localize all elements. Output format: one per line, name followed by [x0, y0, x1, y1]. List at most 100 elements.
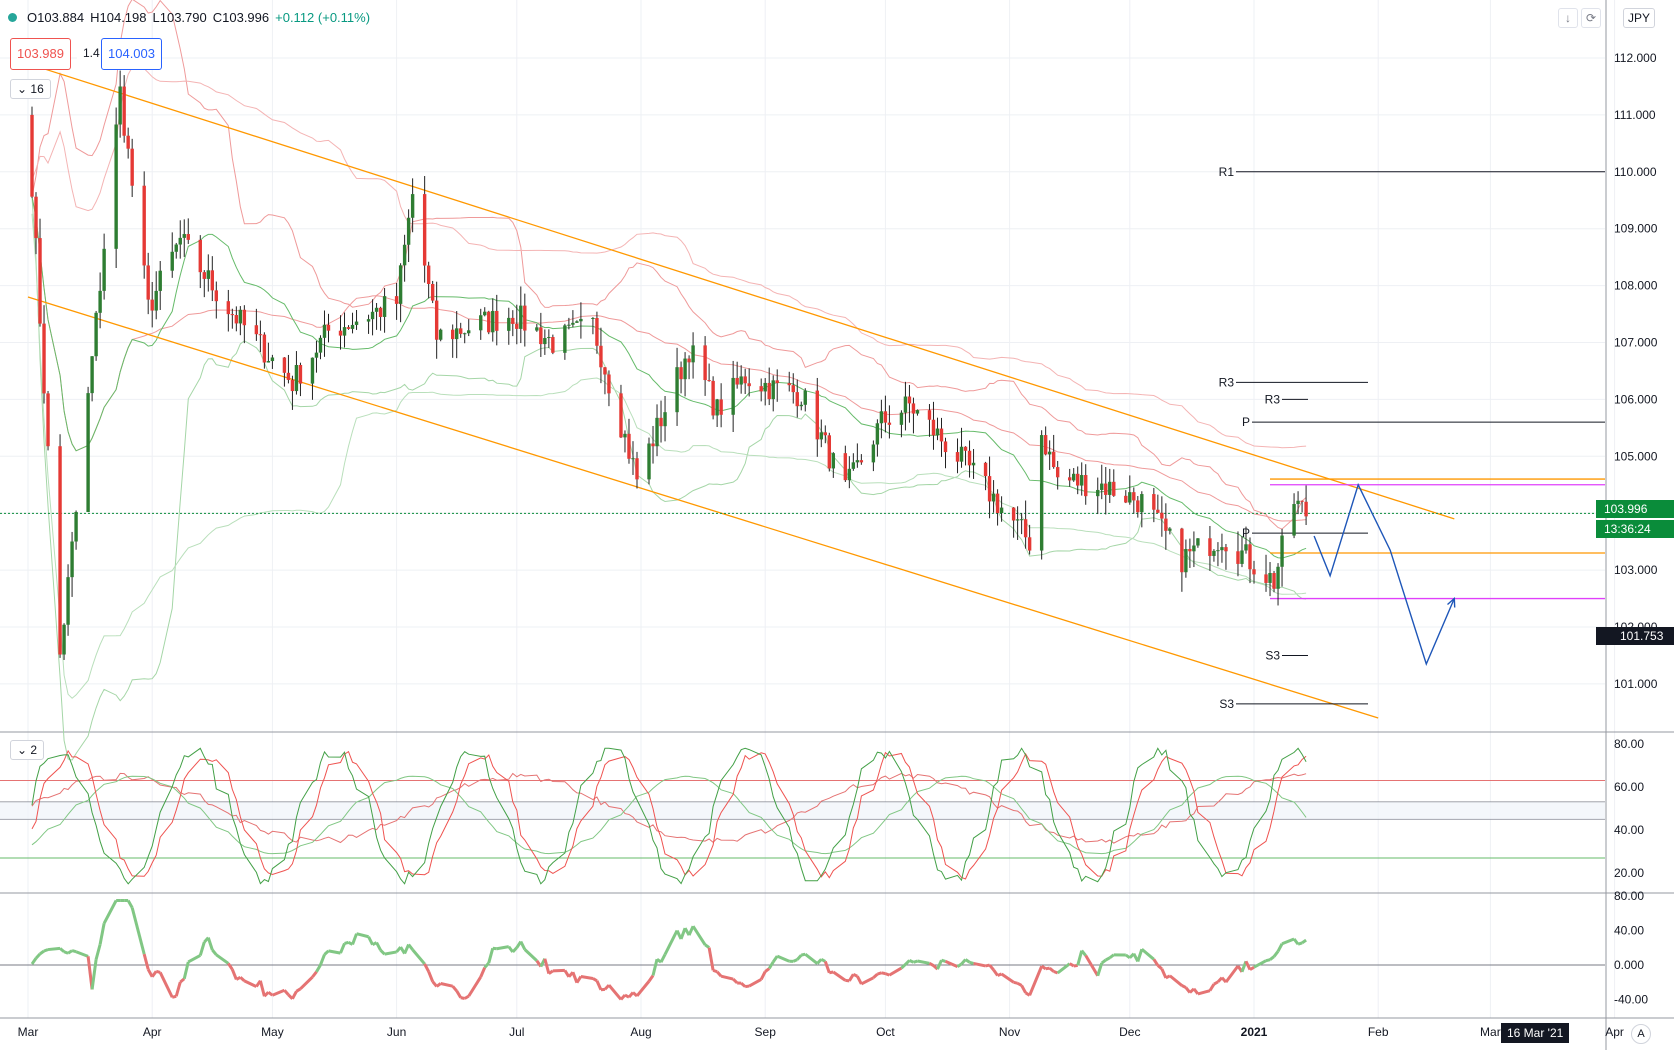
- candle-body: [1096, 489, 1100, 497]
- channel-lower-line: [27, 296, 1379, 719]
- momentum-segment: [1084, 954, 1100, 977]
- auto-scale-button[interactable]: A: [1631, 1024, 1651, 1044]
- candle-body: [1136, 500, 1140, 513]
- candle-body: [767, 382, 771, 400]
- candle-body: [1168, 528, 1172, 531]
- candle-body: [843, 453, 848, 481]
- price-axis-label: 103.000: [1614, 563, 1658, 577]
- candle-body: [507, 317, 511, 331]
- momentum-segment: [230, 968, 238, 981]
- momentum-segment: [174, 981, 182, 997]
- plus-icon[interactable]: +: [1585, 628, 1595, 644]
- candle-body: [1196, 538, 1200, 546]
- momentum-segment: [440, 982, 454, 988]
- momentum-segment: [239, 976, 246, 983]
- candle-body: [911, 403, 916, 414]
- momentum-segment: [267, 990, 274, 997]
- momentum-segment: [323, 949, 330, 956]
- momentum-segment: [519, 940, 527, 951]
- candle-body: [1236, 551, 1240, 564]
- candle-body: [591, 318, 595, 320]
- candle-body: [687, 358, 691, 363]
- candle-body: [483, 311, 487, 316]
- momentum-segment: [1076, 950, 1084, 966]
- momentum-segment: [992, 969, 999, 977]
- momentum-segment: [829, 970, 834, 975]
- momentum-segment: [659, 953, 667, 963]
- candle-body: [1140, 494, 1144, 513]
- candle-body: [234, 315, 239, 324]
- oscillator-slow-red: [31, 772, 1307, 844]
- momentum-segment: [619, 994, 627, 1001]
- momentum-segment: [1053, 970, 1059, 975]
- candle-body: [927, 410, 932, 420]
- momentum-axis-label: 40.00: [1614, 924, 1644, 938]
- candle-body: [1164, 518, 1168, 531]
- main-pane-collapse-button[interactable]: ⌄ 16: [10, 79, 51, 99]
- projection-arrowhead: [1447, 597, 1456, 608]
- candle-body: [254, 325, 259, 335]
- moving-average-50: [31, 196, 1307, 522]
- candle-body: [515, 323, 519, 329]
- momentum-segment: [691, 925, 707, 946]
- candle-body: [859, 460, 864, 463]
- candle-body: [759, 386, 763, 392]
- candle-body: [1264, 574, 1268, 583]
- momentum-segment: [592, 977, 598, 983]
- candle-body: [1043, 435, 1048, 455]
- candle-body: [422, 194, 427, 266]
- candle-body: [799, 404, 803, 407]
- reset-scale-icon[interactable]: ⟳: [1581, 8, 1601, 28]
- momentum-segment: [179, 977, 186, 984]
- momentum-segment: [832, 970, 847, 982]
- candle-body: [34, 196, 38, 239]
- momentum-segment: [235, 975, 242, 981]
- candle-body: [102, 248, 106, 291]
- candle-body: [543, 338, 547, 345]
- candle-body: [1224, 547, 1228, 552]
- momentum-segment: [47, 946, 61, 952]
- candle-body: [174, 244, 178, 252]
- momentum-segment: [291, 990, 298, 1000]
- candle-body: [851, 462, 856, 469]
- momentum-segment: [455, 990, 462, 999]
- candle-body: [787, 383, 791, 386]
- momentum-segment: [804, 952, 819, 965]
- candle-body: [647, 443, 651, 480]
- candle-body: [663, 412, 667, 427]
- candle-body: [719, 399, 723, 415]
- candle-body: [1104, 483, 1108, 495]
- momentum-segment: [543, 958, 551, 975]
- bollinger-lower: [31, 196, 1307, 761]
- momentum-segment: [71, 949, 77, 954]
- price-axis-label: 108.000: [1614, 279, 1658, 293]
- momentum-segment: [651, 958, 659, 976]
- momentum-segment: [740, 982, 747, 988]
- candle-body: [182, 234, 186, 238]
- scroll-down-icon[interactable]: ↓: [1558, 8, 1578, 28]
- currency-badge[interactable]: JPY: [1623, 8, 1656, 28]
- candle-body: [242, 309, 247, 326]
- price-axis-label: 111.000: [1614, 108, 1656, 122]
- candle-body: [459, 328, 463, 334]
- candle-body: [563, 325, 567, 353]
- buy-button[interactable]: 104.003: [101, 38, 162, 70]
- candle-body: [655, 417, 659, 447]
- candle-body: [791, 385, 795, 393]
- candle-body: [619, 393, 623, 438]
- candle-body: [463, 333, 467, 335]
- price-axis-label: 107.000: [1614, 336, 1658, 350]
- candle-body: [318, 337, 323, 353]
- oscillator-pane-collapse-button[interactable]: ⌄ 2: [10, 740, 45, 760]
- sell-button[interactable]: 103.989: [10, 38, 71, 70]
- candle-body: [715, 399, 719, 416]
- momentum-segment: [130, 907, 146, 955]
- candle-body: [1276, 566, 1280, 589]
- candle-body: [1160, 512, 1164, 519]
- candle-body: [575, 321, 579, 323]
- momentum-segment: [936, 959, 943, 970]
- crosshair-price-tag: 101.753: [1596, 627, 1674, 645]
- momentum-segment: [1165, 974, 1171, 980]
- momentum-segment: [796, 954, 803, 961]
